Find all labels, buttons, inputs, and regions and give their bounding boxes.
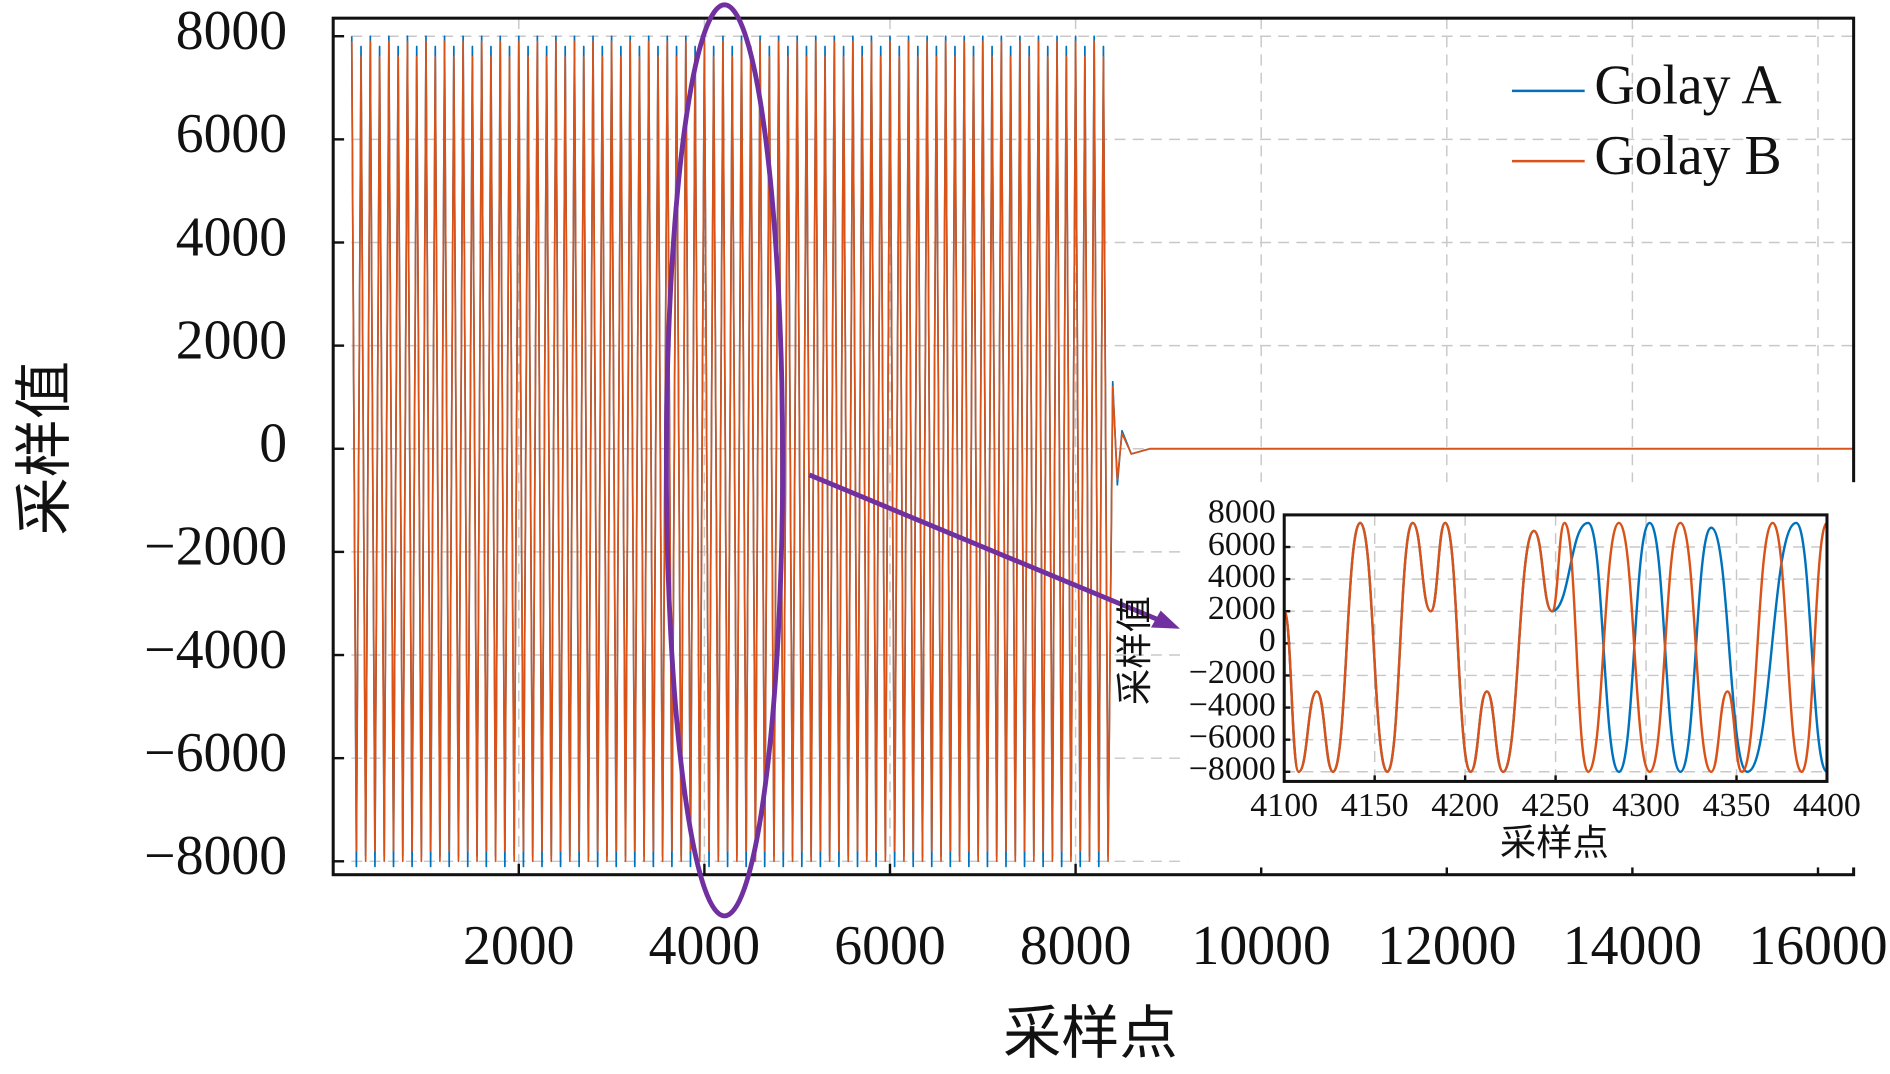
y-tick-label: −8000 (1189, 751, 1276, 788)
highlight-ellipse (663, 2, 786, 919)
x-tick-label: 4350 (1703, 787, 1771, 824)
data-line (350, 40, 1854, 863)
main-plot: 2000 4000 6000 8000 10000 12000 14000 16000−800… (12, 0, 1887, 1066)
zoom-arrow (808, 472, 1167, 625)
x-tick-label: 4400 (1793, 787, 1861, 824)
x-tick-label: 2000 (463, 915, 574, 977)
y-tick-label: −2000 (144, 516, 287, 578)
x-tick-label: 6000 (834, 915, 945, 977)
y-tick-label: 2000 (1208, 590, 1276, 627)
zoom-arrow-head (1150, 610, 1181, 629)
legend-label: Golay A (1594, 55, 1781, 117)
y-tick-label: 8000 (176, 0, 287, 62)
x-tick-label: 4300 (1612, 787, 1680, 824)
y-tick-label: −4000 (144, 619, 287, 681)
x-tick-label: 12000 (1377, 915, 1516, 977)
y-tick-label: 0 (1259, 622, 1276, 659)
x-tick-label: 8000 (1020, 915, 1131, 977)
y-tick-label: 2000 (176, 309, 287, 371)
y-tick-label: 6000 (1208, 526, 1276, 563)
x-tick-label: 4200 (1431, 787, 1499, 824)
y-tick-label: 0 (259, 413, 287, 475)
legend-label: Golay B (1594, 125, 1781, 187)
y-tick-label: −8000 (144, 825, 287, 887)
x-tick-label: 4150 (1341, 787, 1409, 824)
x-axis-label: 采样点 (1003, 1001, 1177, 1066)
y-tick-label: −2000 (1189, 654, 1276, 691)
y-tick-label: 8000 (1208, 494, 1276, 531)
x-tick-label: 4100 (1250, 787, 1318, 824)
x-tick-label: 4000 (649, 915, 760, 977)
data-line (1283, 521, 1829, 773)
y-axis-label: 采样值 (1115, 596, 1155, 705)
y-tick-label: 4000 (176, 206, 287, 268)
x-axis-label: 采样点 (1500, 823, 1609, 863)
x-tick-label: 14000 (1563, 915, 1702, 977)
x-tick-label: 16000 (1748, 915, 1887, 977)
plot-frame (1282, 513, 1829, 783)
y-tick-label: 6000 (176, 103, 287, 165)
y-tick-label: −6000 (1189, 718, 1276, 755)
y-tick-label: 4000 (1208, 558, 1276, 595)
y-tick-label: −4000 (1189, 686, 1276, 723)
inset-plot: 4100 4150 4200 4250 4300 4350 4400 −8000−6000−4… (1115, 494, 1861, 864)
y-axis-label: 采样值 (12, 361, 77, 535)
y-tick-label: −6000 (144, 722, 287, 784)
x-tick-label: 4250 (1522, 787, 1590, 824)
x-tick-label: 10000 (1192, 915, 1331, 977)
plot-frame (331, 16, 1856, 877)
